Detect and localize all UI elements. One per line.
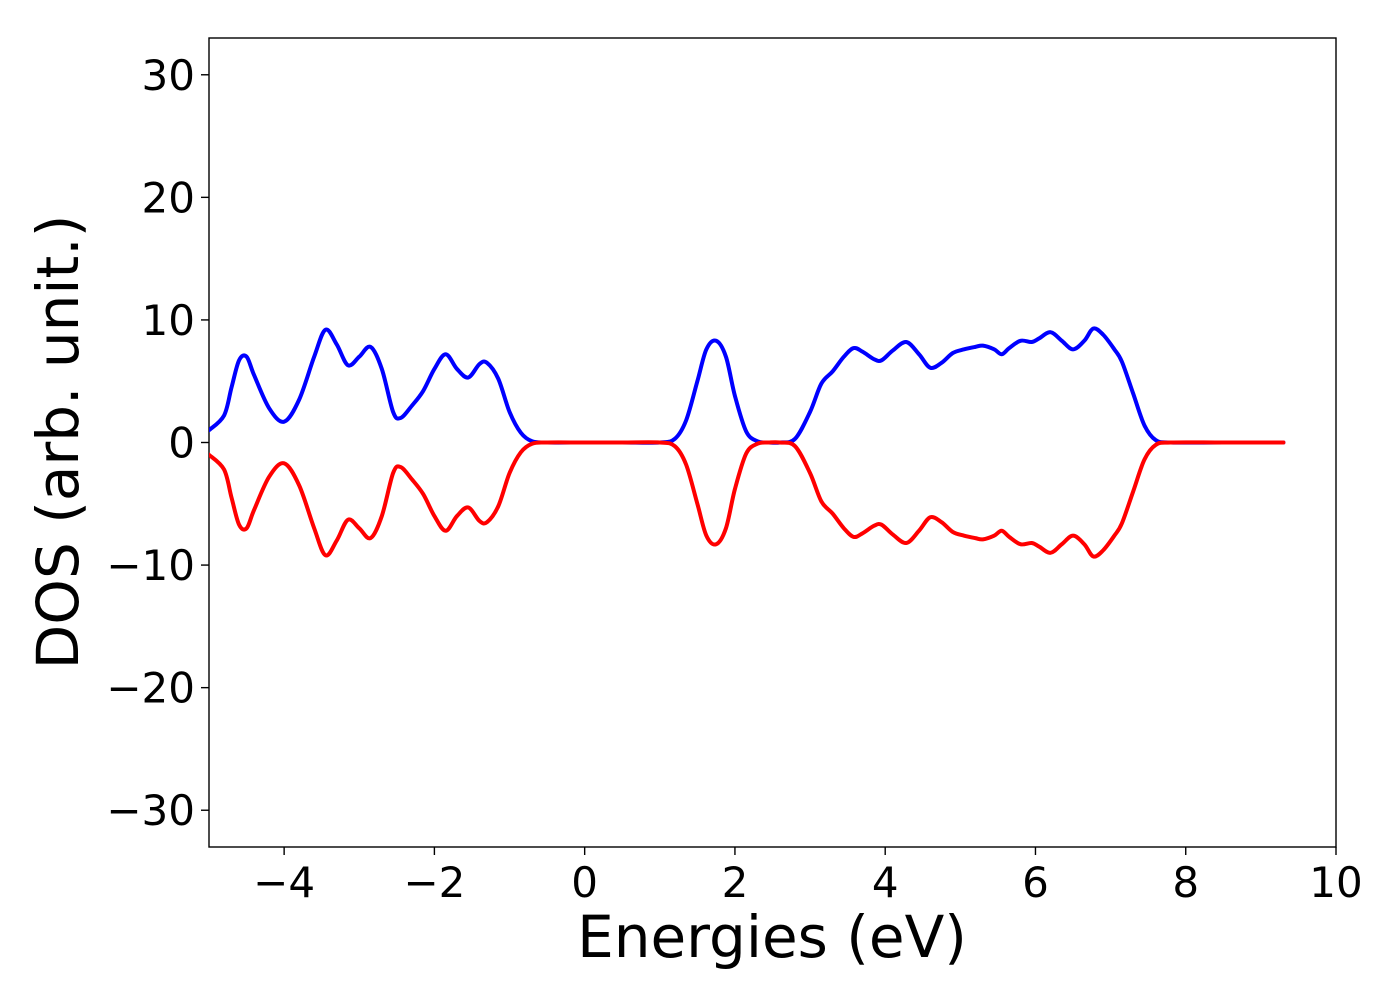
y-tick-label: 30 [142,51,195,100]
series-layer [209,326,1286,559]
x-tick-label: 6 [1022,858,1049,907]
x-tick-label: −2 [403,858,465,907]
x-axis-ticks: −4 −2 0 2 4 6 8 10 [253,847,1363,907]
y-tick-label: 20 [142,173,195,222]
y-tick-label: −20 [106,664,195,713]
x-tick-label: 8 [1172,858,1199,907]
y-tick-label: −10 [106,541,195,590]
x-axis-title: Energies (eV) [577,903,967,971]
x-tick-label: 0 [571,858,598,907]
x-tick-label: 2 [722,858,749,907]
y-tick-label: 0 [168,419,195,468]
series-line-2 [209,440,1286,559]
x-tick-label: 10 [1309,858,1362,907]
x-tick-label: 4 [872,858,899,907]
y-axis-ticks: 30 20 10 0 −10 −20 −30 [106,51,209,835]
y-axis-title: DOS (arb. unit.) [24,215,92,670]
series-line-1 [209,326,1286,445]
x-tick-label: −4 [253,858,315,907]
y-tick-label: 10 [142,296,195,345]
y-tick-label: −30 [106,786,195,835]
